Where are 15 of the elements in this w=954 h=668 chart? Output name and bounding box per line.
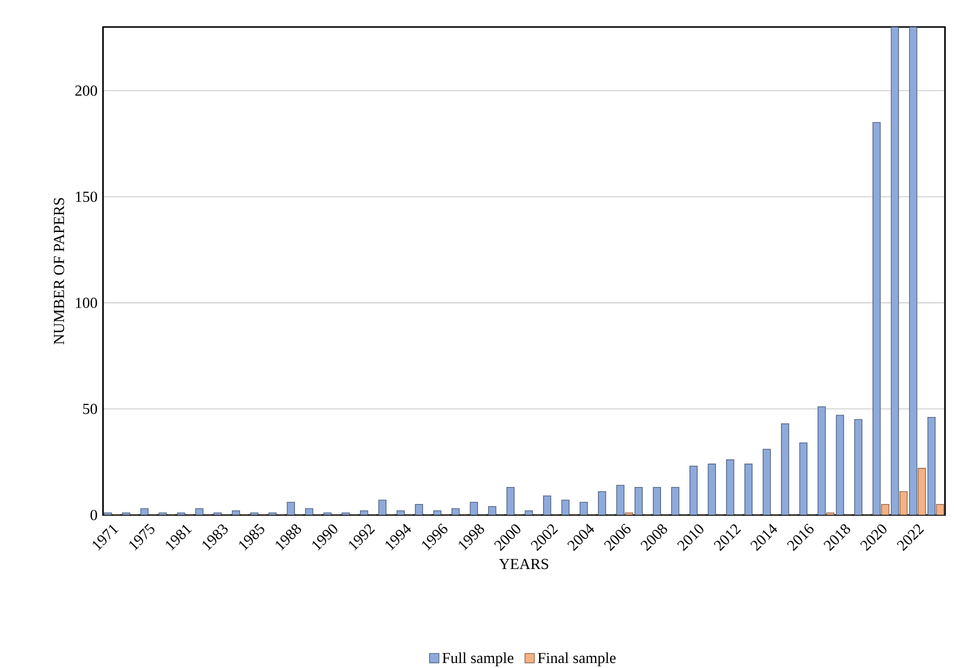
bar	[836, 414, 844, 515]
y-tick-label: 200	[75, 85, 98, 96]
x-tick-label: 1990	[312, 524, 338, 551]
y-tick-label: 150	[76, 192, 98, 202]
legend-label: Full sample	[442, 652, 514, 666]
y-axis-title: NUMBER OF PAPERS	[54, 198, 64, 344]
y-tick-label: 50	[83, 404, 98, 414]
x-axis-title: YEARS	[499, 558, 548, 570]
y-tick-label: 100	[76, 298, 98, 308]
x-tick-label: 1971	[92, 524, 119, 551]
legend-label: Final sample	[538, 652, 616, 666]
bar	[506, 487, 515, 515]
bar	[927, 416, 936, 515]
y-tick-label: 0	[90, 510, 98, 520]
x-tick-label: 1981	[166, 524, 192, 551]
